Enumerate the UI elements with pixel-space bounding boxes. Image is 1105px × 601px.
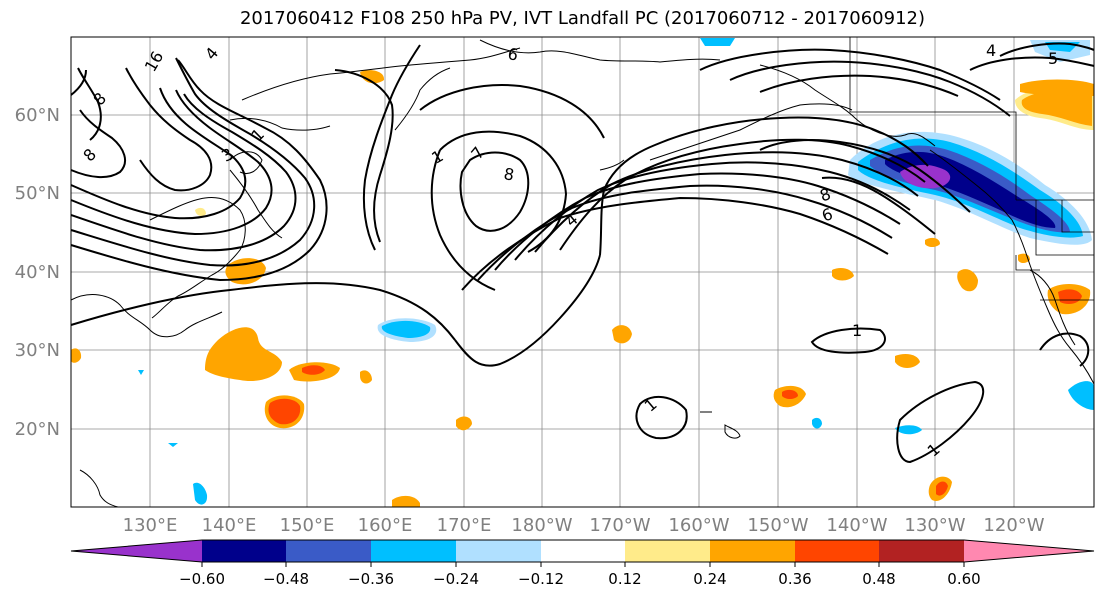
colorbar-segment <box>371 540 456 562</box>
lat-label-60n: 60°N <box>15 105 60 126</box>
colorbar-segment <box>795 540 879 562</box>
colorbar-tick-label: −0.48 <box>263 570 309 588</box>
colorbar-tick-label: −0.36 <box>348 570 394 588</box>
colorbar-tick-label: 0.36 <box>778 570 811 588</box>
colorbar-segment <box>625 540 710 562</box>
lon-label-130w: 130°W <box>904 515 965 536</box>
colorbar-tick-label: 0.24 <box>693 570 726 588</box>
longitude-labels: 130°E 140°E 150°E 160°E 170°E 180°W 170°… <box>123 515 1045 536</box>
map-title: 2017060412 F108 250 hPa PV, IVT Landfall… <box>239 8 926 29</box>
contour-label: 8 <box>502 164 515 184</box>
colorbar-segment <box>879 540 964 562</box>
contour-label: 6 <box>506 44 519 64</box>
lat-label-20n: 20°N <box>15 419 60 440</box>
colorbar-segment <box>202 540 286 562</box>
colorbar: −0.60 −0.48 −0.36 −0.24 −0.12 0.12 0.24 … <box>70 539 1095 588</box>
contour-label: 4 <box>986 41 996 60</box>
lon-label-170w: 170°W <box>589 515 650 536</box>
lon-label-170e: 170°E <box>437 515 492 536</box>
latitude-labels: 60°N 50°N 40°N 30°N 20°N <box>15 105 60 440</box>
colorbar-segment <box>456 540 541 562</box>
colorbar-tick-label: −0.12 <box>518 570 564 588</box>
lon-label-120w: 120°W <box>983 515 1044 536</box>
pv-contours <box>70 42 1095 464</box>
colorbar-tick-label: 0.12 <box>608 570 641 588</box>
lon-label-130e: 130°E <box>123 515 178 536</box>
colorbar-segment <box>286 540 371 562</box>
map-frame <box>70 36 1095 508</box>
lon-label-140w: 140°W <box>826 515 887 536</box>
colorbar-tick-label: −0.60 <box>179 570 225 588</box>
colorbar-segment <box>964 540 1094 562</box>
colorbar-tick-label: 0.60 <box>947 570 980 588</box>
political-borders <box>849 37 1094 301</box>
lon-label-150e: 150°E <box>280 515 335 536</box>
lon-label-150w: 150°W <box>747 515 808 536</box>
lat-label-50n: 50°N <box>15 183 60 204</box>
colorbar-segment <box>583 540 625 562</box>
colorbar-ticks <box>201 562 965 567</box>
contour-label: 5 <box>1048 49 1058 68</box>
colorbar-segment <box>541 540 583 562</box>
lon-label-140e: 140°E <box>202 515 257 536</box>
lon-label-160e: 160°E <box>358 515 413 536</box>
colorbar-tick-label: −0.24 <box>433 570 479 588</box>
positive-anomaly-shading <box>71 70 1094 507</box>
colorbar-segment <box>71 540 202 562</box>
lat-label-40n: 40°N <box>15 262 60 283</box>
lon-label-160w: 160°W <box>668 515 729 536</box>
negative-anomaly-shading <box>138 38 1094 505</box>
colorbar-segment <box>710 540 795 562</box>
colorbar-tick-label: 0.48 <box>862 570 895 588</box>
lon-label-180w: 180°W <box>511 515 572 536</box>
lat-label-30n: 30°N <box>15 340 60 361</box>
contour-label: 1 <box>852 321 862 340</box>
